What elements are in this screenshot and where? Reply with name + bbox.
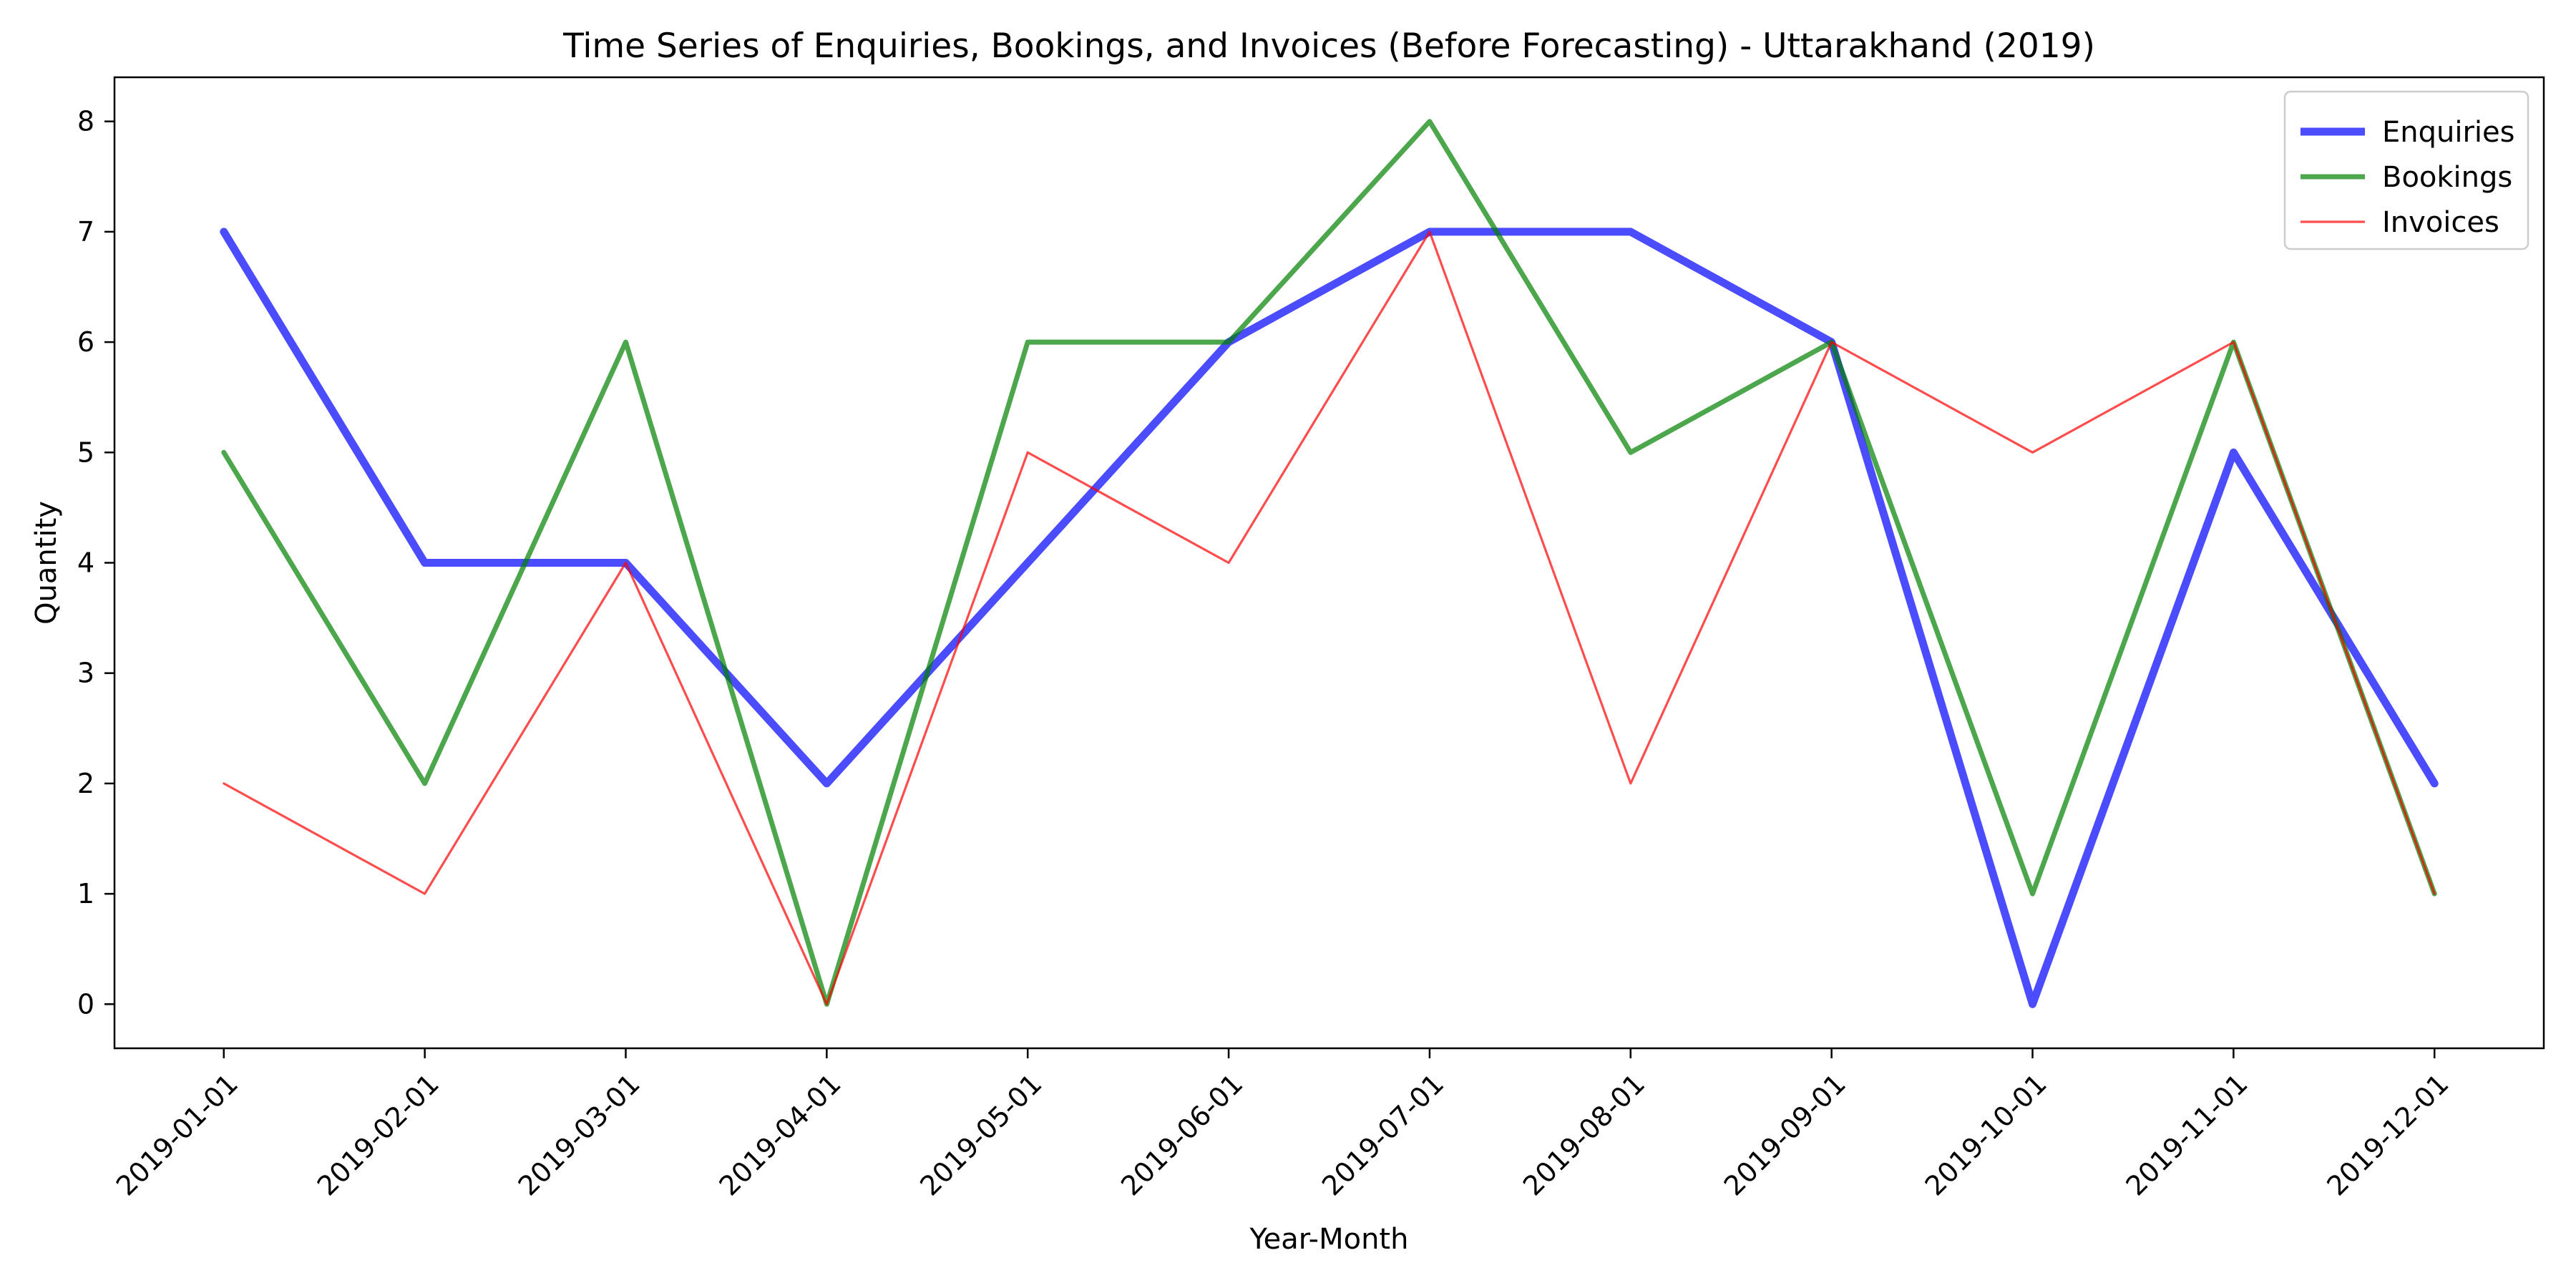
y-tick-label: 8 [77,106,94,137]
chart-title: Time Series of Enquiries, Bookings, and … [562,26,2095,66]
y-tick-label: 6 [77,326,94,358]
y-tick-label: 1 [77,878,94,909]
y-tick-label: 3 [77,658,94,689]
plot-area-frame [113,76,2545,1050]
y-axis-ticks: 0 1 2 3 4 5 6 7 8 [77,106,114,1020]
y-tick-label: 2 [77,768,94,799]
x-tick-label: 2019-01-01 [110,1068,244,1201]
y-tick-label: 4 [77,547,94,579]
x-tick-label: 2019-09-01 [1718,1068,1852,1201]
x-axis-label: Year-Month [1249,1223,1409,1256]
series-line-invoices [223,230,2436,1005]
legend-label-enquiries: Enquiries [2382,116,2515,149]
x-tick-label: 2019-12-01 [2321,1068,2454,1201]
x-tick-label: 2019-06-01 [1115,1068,1249,1201]
y-tick-label: 7 [77,216,94,248]
x-tick-label: 2019-05-01 [914,1068,1048,1201]
x-tick-label: 2019-02-01 [311,1068,445,1201]
y-axis-label: Quantity [30,501,63,625]
y-tick-label: 5 [77,436,94,468]
legend: Enquiries Bookings Invoices [2283,90,2529,250]
series-line-bookings [221,119,2437,1007]
series-layer [220,119,2439,1008]
x-tick-label: 2019-10-01 [1919,1068,2053,1201]
y-tick-label: 0 [77,988,94,1020]
legend-label-bookings: Bookings [2382,161,2512,194]
x-tick-label: 2019-04-01 [713,1068,847,1201]
x-tick-label: 2019-03-01 [512,1068,646,1201]
legend-label-invoices: Invoices [2382,206,2499,239]
x-tick-label: 2019-07-01 [1316,1068,1450,1201]
x-tick-label: 2019-11-01 [2119,1068,2253,1201]
series-line-enquiries [220,228,2439,1008]
x-tick-label: 2019-08-01 [1517,1068,1651,1201]
x-axis-ticks: 2019-01-01 2019-02-01 2019-03-01 2019-04-01… [110,1048,2455,1202]
